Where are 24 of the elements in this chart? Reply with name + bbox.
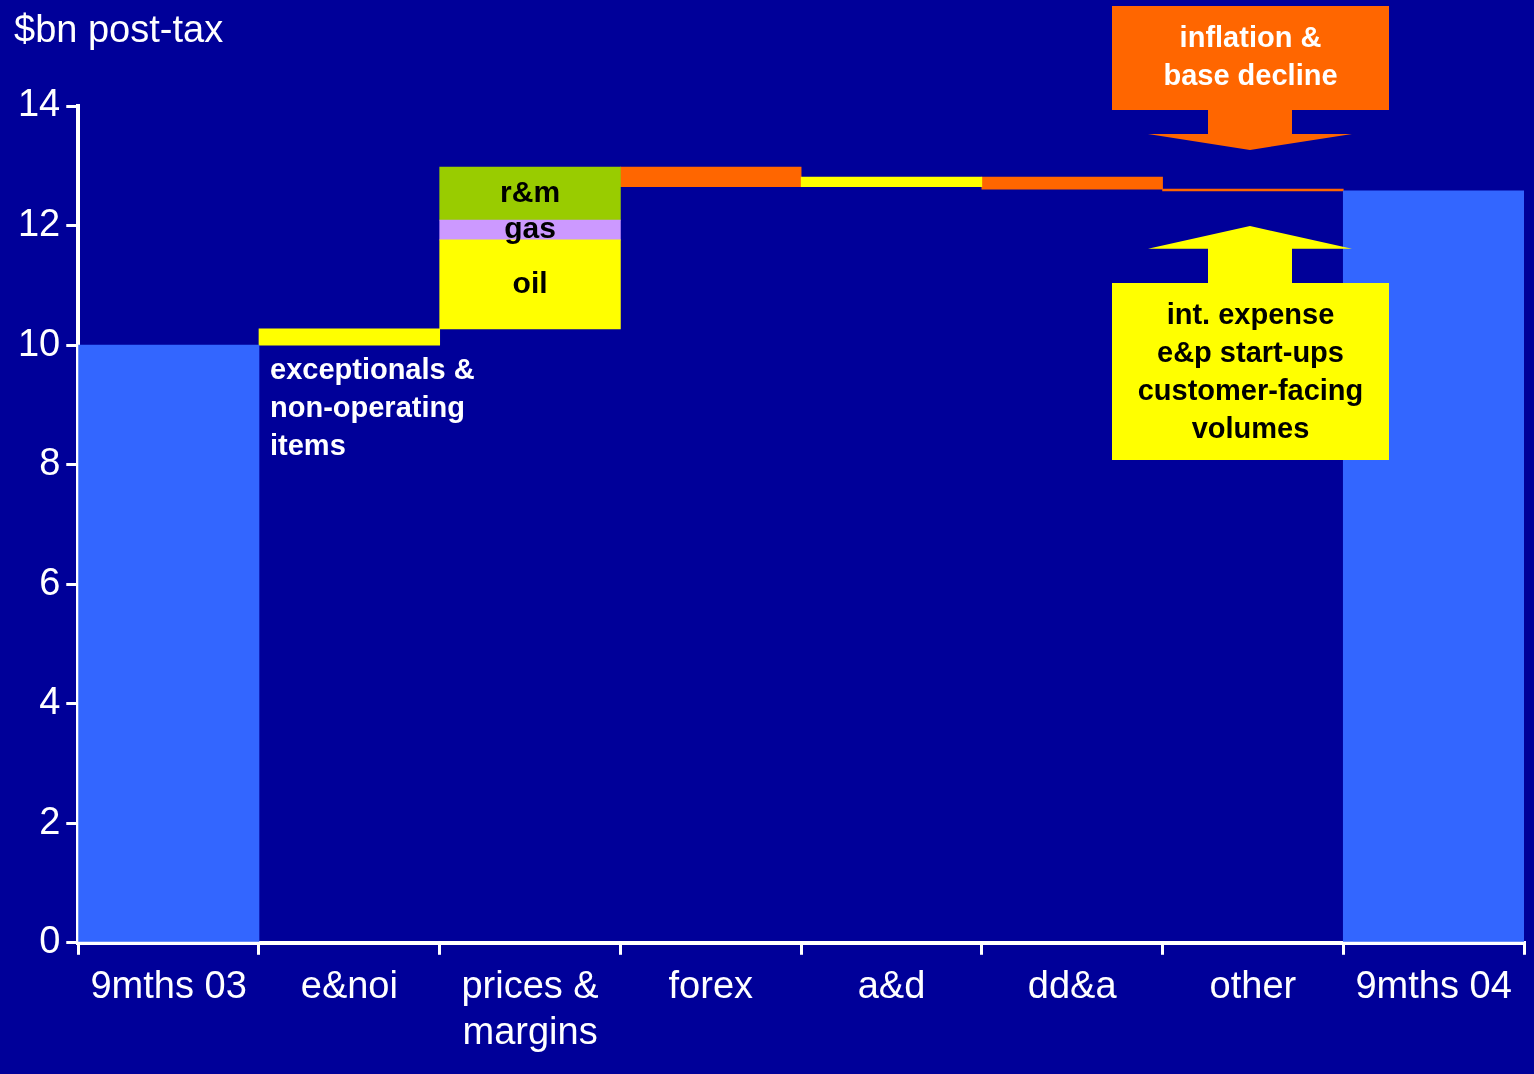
y-tick-label: 10: [17, 321, 61, 364]
annotation: exceptionals & non-operating items: [270, 352, 475, 463]
y-tick-label: 8: [39, 441, 61, 484]
series-label: gas: [504, 211, 556, 245]
y-tick-label: 4: [39, 680, 61, 723]
bar: [439, 166, 621, 221]
bar: [800, 176, 983, 188]
y-axis-title: $bn post-tax: [14, 8, 224, 51]
x-tick-label: forex: [668, 964, 754, 1007]
x-tick-label: 9mths 03: [90, 964, 247, 1007]
y-tick-label: 14: [17, 82, 61, 125]
series-label: r&m: [500, 174, 561, 208]
x-tick-label: dd&a: [1027, 964, 1118, 1007]
x-tick-label: a&d: [857, 964, 926, 1007]
bar: [620, 166, 802, 188]
y-tick-label: 12: [17, 202, 61, 245]
x-tick-label: e&noi: [300, 964, 398, 1007]
y-tick-label: 2: [39, 799, 61, 842]
series-label: oil: [512, 265, 548, 299]
x-tick-label: 9mths 04: [1355, 964, 1512, 1007]
x-tick-label: other: [1209, 964, 1297, 1007]
y-tick-label: 0: [39, 919, 61, 962]
x-tick-label: prices & margins: [461, 964, 599, 1052]
y-tick-label: 6: [39, 560, 61, 603]
